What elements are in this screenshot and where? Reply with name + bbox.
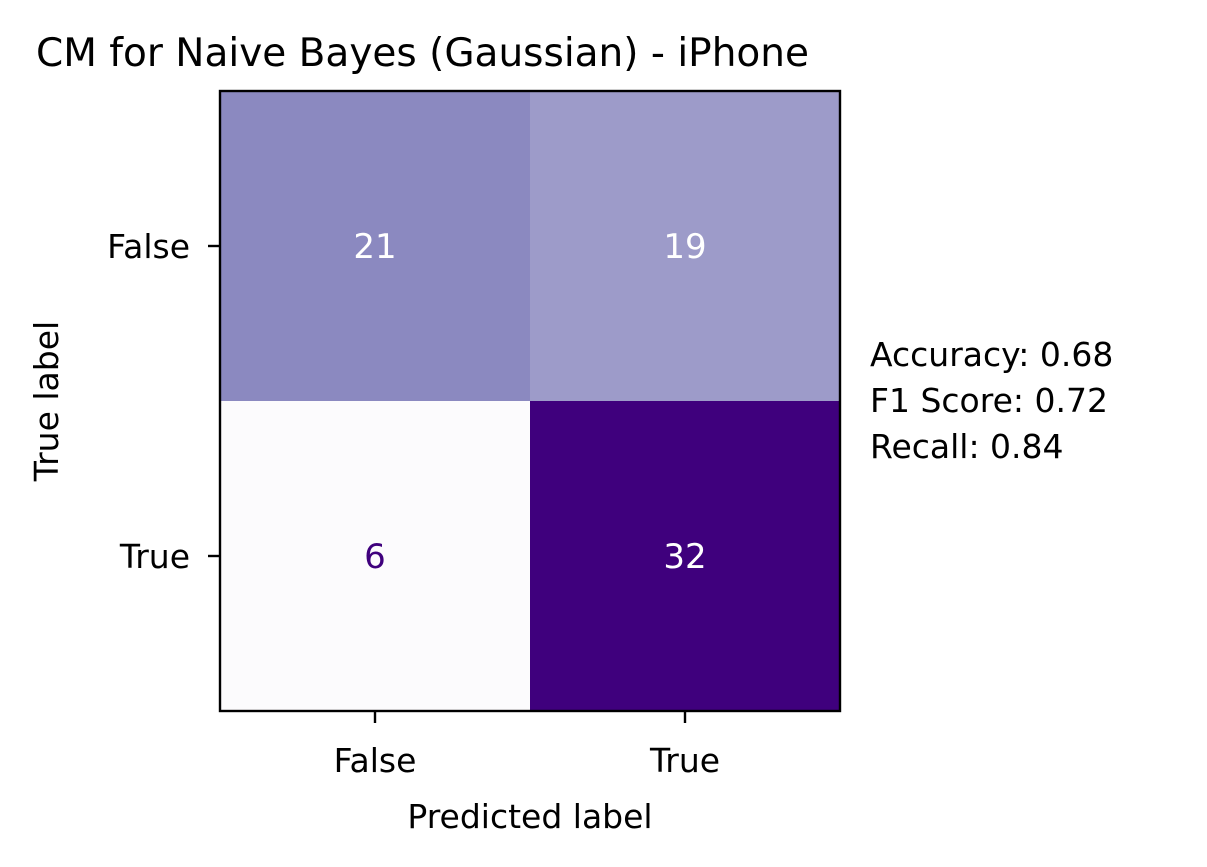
cell-value-label: 6 (364, 537, 386, 577)
metrics-panel: Accuracy: 0.68 F1 Score: 0.72 Recall: 0.84 (870, 335, 1113, 466)
metric-label: F1 Score: 0.72 (870, 381, 1108, 420)
heatmap-cell (530, 91, 840, 401)
heatmap-cell (220, 401, 530, 711)
cell-value-label: 32 (663, 537, 706, 577)
cell-value-label: 21 (353, 227, 396, 267)
heatmap-cells: 21 19 6 32 (220, 91, 840, 711)
x-tick-label: True (649, 741, 720, 780)
cell-value-label: 19 (663, 227, 706, 267)
heatmap-cell (530, 401, 840, 711)
y-axis-label: True label (27, 321, 66, 482)
y-axis-ticks: False True (107, 227, 220, 576)
metric-label: Recall: 0.84 (870, 427, 1064, 466)
chart-title: CM for Naive Bayes (Gaussian) - iPhone (36, 31, 809, 76)
y-tick-label: False (107, 227, 190, 266)
plot-frame (218, 89, 842, 713)
heatmap-cell (220, 91, 530, 401)
metric-label: Accuracy: 0.68 (870, 335, 1113, 374)
y-tick-label: True (119, 537, 190, 576)
x-tick-label: False (334, 741, 417, 780)
x-axis-ticks: False True (334, 711, 720, 780)
x-axis-label: Predicted label (407, 797, 652, 836)
